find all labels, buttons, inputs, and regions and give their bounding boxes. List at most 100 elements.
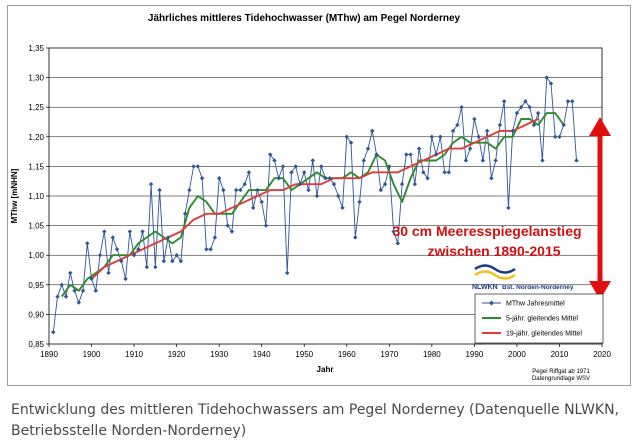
data-point xyxy=(425,176,430,181)
data-point xyxy=(80,288,86,293)
data-point xyxy=(178,258,184,264)
data-point xyxy=(387,164,392,169)
chart-svg: Jährliches mittleres Tidehochwasser (MTh… xyxy=(10,13,611,382)
data-point xyxy=(548,81,554,86)
grid-lines xyxy=(49,77,602,315)
data-point xyxy=(361,158,366,163)
x-tick-label: 2010 xyxy=(551,350,569,359)
data-markers xyxy=(51,75,579,335)
data-point xyxy=(93,288,98,293)
x-tick-label: 1960 xyxy=(338,350,356,359)
legend: MThw Jahresmittel 5-jähr. gleitendes Mit… xyxy=(474,293,604,344)
data-point xyxy=(404,152,409,157)
data-point xyxy=(489,176,494,181)
data-point xyxy=(472,116,477,122)
data-point xyxy=(484,128,490,134)
data-point xyxy=(463,158,469,163)
data-point xyxy=(450,128,456,134)
data-point xyxy=(136,247,141,252)
data-point xyxy=(255,187,260,193)
data-point xyxy=(55,294,60,299)
data-point xyxy=(276,176,281,181)
x-tick-label: 2020 xyxy=(593,350,611,359)
x-tick-label: 1930 xyxy=(210,350,228,359)
data-point xyxy=(340,205,345,211)
data-point xyxy=(319,164,324,169)
data-point xyxy=(365,146,371,151)
legend-marker-series-1 xyxy=(489,300,494,306)
data-point xyxy=(314,193,320,199)
source-note-1: Pegel Riffgat ab 1971 xyxy=(532,369,590,375)
data-point xyxy=(59,282,64,287)
data-point xyxy=(348,140,354,145)
annotation-line-1: 30 cm Meeresspiegelanstieg xyxy=(392,223,581,239)
data-point xyxy=(250,205,256,211)
caption-line-2: Betriebsstelle Norden-Norderney) xyxy=(11,423,247,439)
data-point xyxy=(455,122,460,128)
data-point xyxy=(518,105,524,110)
data-point xyxy=(263,223,269,228)
data-point xyxy=(501,99,507,104)
legend-label-series-3: 19-jähr. gleitendes Mittel xyxy=(506,331,582,338)
data-point xyxy=(416,146,422,151)
data-point xyxy=(161,258,167,264)
data-point xyxy=(221,187,226,193)
data-point xyxy=(438,134,443,139)
data-point xyxy=(395,241,401,246)
data-point xyxy=(272,158,277,163)
data-point xyxy=(510,128,515,134)
data-point xyxy=(89,276,94,282)
data-point xyxy=(259,199,264,205)
data-point xyxy=(382,181,388,187)
data-point xyxy=(212,235,218,240)
data-point xyxy=(535,110,541,116)
arrow-head-down xyxy=(589,281,611,300)
x-tick-label: 1950 xyxy=(295,350,313,359)
data-point xyxy=(374,152,379,157)
data-point xyxy=(310,158,315,163)
series-lines xyxy=(52,77,577,333)
y-tick-label: 1,10 xyxy=(28,192,44,201)
data-point xyxy=(493,158,498,163)
caption-line-1: Entwicklung des mittleren Tidehochwasser… xyxy=(11,402,620,418)
data-point xyxy=(51,329,56,335)
data-point xyxy=(293,164,298,169)
data-point xyxy=(497,122,503,128)
x-tick-label: 1970 xyxy=(380,350,398,359)
x-axis-ticks: 1890 1900 1910 1920 1930 1940 1950 1960 1970 1980… xyxy=(40,344,611,359)
chart-title: Jährliches mittleres Tidehochwasser (MTh… xyxy=(148,13,461,24)
x-tick-label: 1900 xyxy=(83,350,101,359)
nlwkn-logo: NLWKN Bst. Norden-Norderney xyxy=(472,264,574,291)
data-point xyxy=(174,253,179,258)
data-point xyxy=(140,229,145,234)
data-point xyxy=(157,187,162,193)
data-point xyxy=(216,176,222,181)
logo-name: NLWKN xyxy=(472,284,498,291)
data-point xyxy=(285,270,290,276)
legend-label-series-2: 5-jähr. gleitendes Mittel xyxy=(506,316,578,323)
data-point xyxy=(446,170,452,175)
data-point xyxy=(527,105,532,110)
data-point xyxy=(225,223,230,228)
data-point xyxy=(561,122,566,128)
data-point xyxy=(357,199,362,205)
data-point xyxy=(344,134,349,139)
x-tick-label: 1920 xyxy=(168,350,186,359)
y-axis-ticks: 0,85 0,90 0,95 1,00 1,05 1,10 1,15 1,20 1,25 1,30… xyxy=(28,44,49,349)
x-tick-label: 2000 xyxy=(508,350,526,359)
data-point xyxy=(553,134,558,139)
data-point xyxy=(204,247,209,252)
data-point xyxy=(165,235,171,240)
data-point xyxy=(153,264,158,270)
wave-icon xyxy=(474,270,516,280)
data-point xyxy=(170,258,175,264)
x-tick-label: 1910 xyxy=(125,350,143,359)
data-point xyxy=(148,181,154,187)
y-tick-label: 0,90 xyxy=(28,310,44,319)
data-point xyxy=(544,75,549,80)
data-point xyxy=(302,170,307,175)
data-point xyxy=(123,276,128,282)
y-tick-label: 1,00 xyxy=(28,251,44,260)
data-point xyxy=(433,152,439,157)
data-point xyxy=(97,253,103,258)
